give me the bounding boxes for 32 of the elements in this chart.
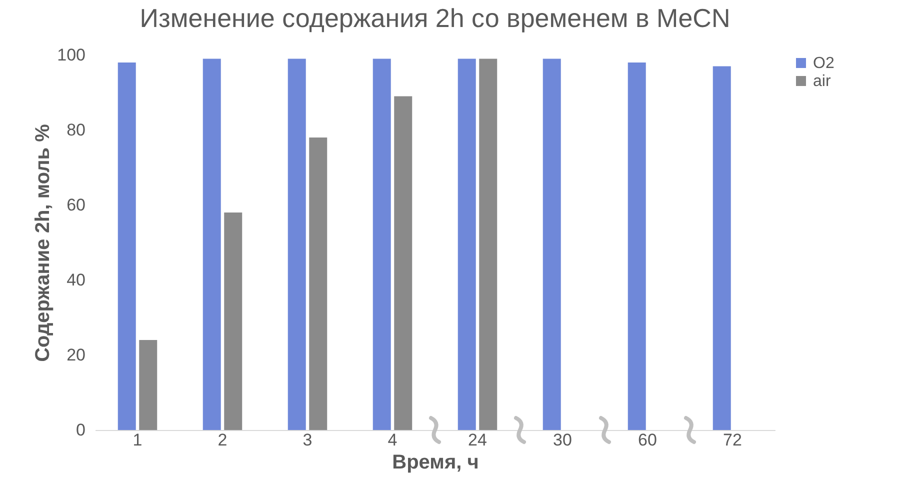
bar: [224, 212, 242, 430]
bar: [288, 58, 306, 430]
y-tick-label: 100: [57, 46, 86, 64]
x-tick-label: 72: [723, 430, 742, 450]
y-tick-label: 20: [66, 346, 86, 364]
y-tick-label: 40: [66, 270, 86, 290]
x-tick-label: 3: [302, 430, 312, 450]
y-tick-label: 0: [76, 420, 86, 440]
x-axis-title: Время, ч: [392, 452, 479, 474]
bar: [542, 58, 561, 430]
legend-label: air: [813, 73, 832, 90]
x-tick-label: 60: [638, 430, 657, 450]
x-tick-label: 4: [388, 430, 398, 450]
x-tick-label: 2: [218, 430, 228, 450]
y-tick-label: 80: [66, 120, 86, 140]
bar: [372, 58, 391, 430]
x-tick-label: 1: [132, 430, 142, 450]
bar: [202, 58, 221, 430]
x-tick-label: 24: [468, 430, 487, 450]
y-tick-label: 60: [66, 196, 86, 214]
bar: [628, 62, 646, 430]
bar: [712, 66, 731, 430]
bar: [118, 62, 136, 430]
bar: [139, 340, 158, 430]
bar: [309, 138, 328, 430]
bar: [458, 58, 476, 430]
y-axis-title: Содержание 2h, моль %: [32, 124, 54, 362]
bar: [479, 58, 498, 430]
bar: [394, 96, 412, 430]
legend-label: O2: [813, 55, 834, 72]
chart-title: Изменение содержания 2h со временем в MeCN: [140, 3, 730, 33]
x-tick-label: 30: [553, 430, 572, 450]
